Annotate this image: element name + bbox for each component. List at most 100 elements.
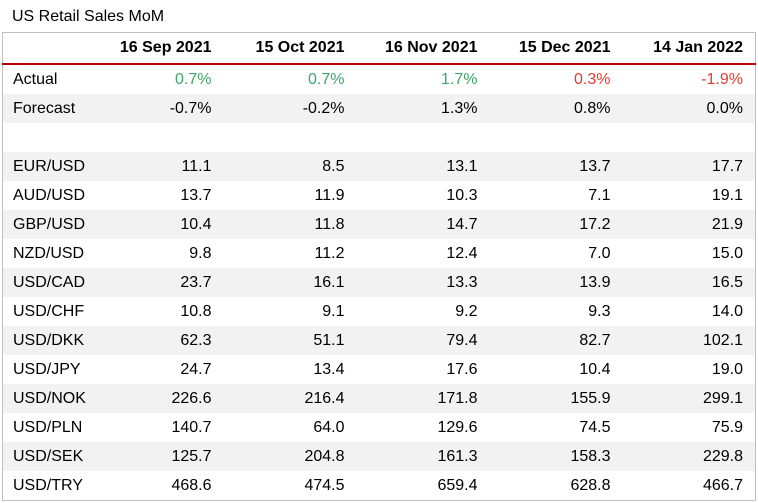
table-cell: 74.5	[579, 418, 611, 436]
row-label: USD/TRY	[13, 476, 83, 494]
row-label: Actual	[13, 70, 58, 88]
table-cell: 216.4	[223, 384, 357, 413]
table-cell: 0.7%	[308, 70, 345, 88]
header-row: 16 Sep 2021 15 Oct 2021 16 Nov 2021 15 D…	[2, 32, 756, 65]
table-cell: 9.2	[455, 302, 478, 320]
table-cell: 129.6	[437, 418, 478, 436]
table-cell: 299.1	[622, 384, 756, 413]
table-cell: 125.7	[90, 442, 224, 471]
header-date: 14 Jan 2022	[622, 32, 756, 65]
table-cell: 13.9	[489, 268, 623, 297]
table-cell: 11.9	[314, 186, 345, 204]
table-cell: 9.1	[322, 302, 345, 320]
spacer-row	[3, 123, 756, 152]
table-cell: 13.4	[313, 360, 345, 378]
pair-row: USD/CHF 10.8 9.1 9.2 9.3 14.0	[3, 297, 756, 326]
row-label: USD/PLN	[13, 418, 83, 436]
table-cell: 62.3	[90, 326, 224, 355]
table-cell: 171.8	[356, 384, 490, 413]
table-cell: 102.1	[622, 326, 756, 355]
header-date: 16 Sep 2021	[90, 32, 224, 65]
spacer-cell	[224, 123, 357, 152]
spacer-cell	[623, 123, 756, 152]
header-corner	[2, 32, 91, 65]
table-cell: 24.7	[180, 360, 212, 378]
table-cell: 1.3%	[356, 94, 490, 123]
row-label: USD/NOK	[2, 384, 91, 413]
table-cell: 17.2	[489, 210, 623, 239]
table-cell: 0.8%	[489, 94, 623, 123]
table-cell: 226.6	[90, 384, 224, 413]
pair-row: USD/JPY 24.7 13.4 17.6 10.4 19.0	[3, 355, 756, 384]
table-cell: 9.3	[588, 302, 611, 320]
table-cell: 229.8	[622, 442, 756, 471]
table-cell: 161.3	[356, 442, 490, 471]
table-cell: 64.0	[313, 418, 345, 436]
table-cell: 11.8	[223, 210, 357, 239]
table-cell: 204.8	[223, 442, 357, 471]
pair-row: GBP/USD 10.4 11.8 14.7 17.2 21.9	[2, 210, 756, 239]
table-cell: 7.1	[588, 186, 611, 204]
spacer-cell	[91, 123, 224, 152]
row-label: USD/DKK	[2, 326, 91, 355]
table-cell: 468.6	[171, 476, 212, 494]
pair-row: USD/NOK 226.6 216.4 171.8 155.9 299.1	[2, 384, 756, 413]
row-label: USD/CHF	[13, 302, 85, 320]
table-body: Actual 0.7% 0.7% 1.7% 0.3% -1.9% Forecast -0.7%…	[2, 64, 756, 501]
row-label: GBP/USD	[2, 210, 91, 239]
table-cell: 15.0	[711, 244, 743, 262]
table-cell: 14.0	[711, 302, 743, 320]
row-label: EUR/USD	[2, 152, 91, 181]
table-cell: 17.7	[622, 152, 756, 181]
forecast-row: Forecast -0.7% -0.2% 1.3% 0.8% 0.0%	[2, 94, 756, 123]
spacer-cell	[490, 123, 623, 152]
row-label: AUD/USD	[13, 186, 86, 204]
table-cell: 1.7%	[441, 70, 478, 88]
pair-row: AUD/USD 13.7 11.9 10.3 7.1 19.1	[3, 181, 756, 210]
pair-row: USD/PLN 140.7 64.0 129.6 74.5 75.9	[3, 413, 756, 442]
spacer-cell	[3, 123, 91, 152]
table-cell: 0.3%	[574, 70, 611, 88]
table-cell: 0.0%	[622, 94, 756, 123]
table-cell: 10.8	[180, 302, 212, 320]
pair-row: USD/DKK 62.3 51.1 79.4 82.7 102.1	[2, 326, 756, 355]
table-cell: 13.3	[356, 268, 490, 297]
table-cell: 140.7	[171, 418, 212, 436]
table-cell: 19.0	[711, 360, 743, 378]
table-cell: -1.9%	[701, 70, 743, 88]
table-cell: 7.0	[588, 244, 611, 262]
table-cell: 51.1	[223, 326, 357, 355]
table-cell: 23.7	[90, 268, 224, 297]
pair-row: USD/TRY 468.6 474.5 659.4 628.8 466.7	[3, 471, 756, 501]
table-cell: 10.4	[579, 360, 611, 378]
table-cell: 75.9	[711, 418, 743, 436]
table-cell: 79.4	[356, 326, 490, 355]
table-cell: 16.1	[223, 268, 357, 297]
table-cell: 155.9	[489, 384, 623, 413]
table-cell: 13.7	[180, 186, 212, 204]
table-cell: 13.7	[489, 152, 623, 181]
table-cell: 659.4	[437, 476, 478, 494]
table-cell: 17.6	[446, 360, 478, 378]
table-cell: 82.7	[489, 326, 623, 355]
table-cell: 21.9	[622, 210, 756, 239]
table-cell: 11.1	[90, 152, 224, 181]
retail-sales-table: 16 Sep 2021 15 Oct 2021 16 Nov 2021 15 D…	[2, 32, 756, 501]
pair-row: NZD/USD 9.8 11.2 12.4 7.0 15.0	[3, 239, 756, 268]
row-label: Forecast	[2, 94, 91, 123]
table-cell: 466.7	[702, 476, 743, 494]
table-cell: 11.2	[314, 244, 345, 262]
pair-row: USD/SEK 125.7 204.8 161.3 158.3 229.8	[2, 442, 756, 471]
row-label: NZD/USD	[13, 244, 85, 262]
table-cell: 8.5	[223, 152, 357, 181]
table-cell: 16.5	[622, 268, 756, 297]
row-label: USD/JPY	[13, 360, 81, 378]
header-date: 15 Dec 2021	[489, 32, 623, 65]
table-cell: 10.3	[446, 186, 478, 204]
table-cell: 10.4	[90, 210, 224, 239]
table-cell: 0.7%	[175, 70, 212, 88]
table-cell: 19.1	[711, 186, 743, 204]
header-date: 15 Oct 2021	[223, 32, 357, 65]
table-cell: -0.7%	[90, 94, 224, 123]
table-title: US Retail Sales MoM	[12, 8, 165, 25]
